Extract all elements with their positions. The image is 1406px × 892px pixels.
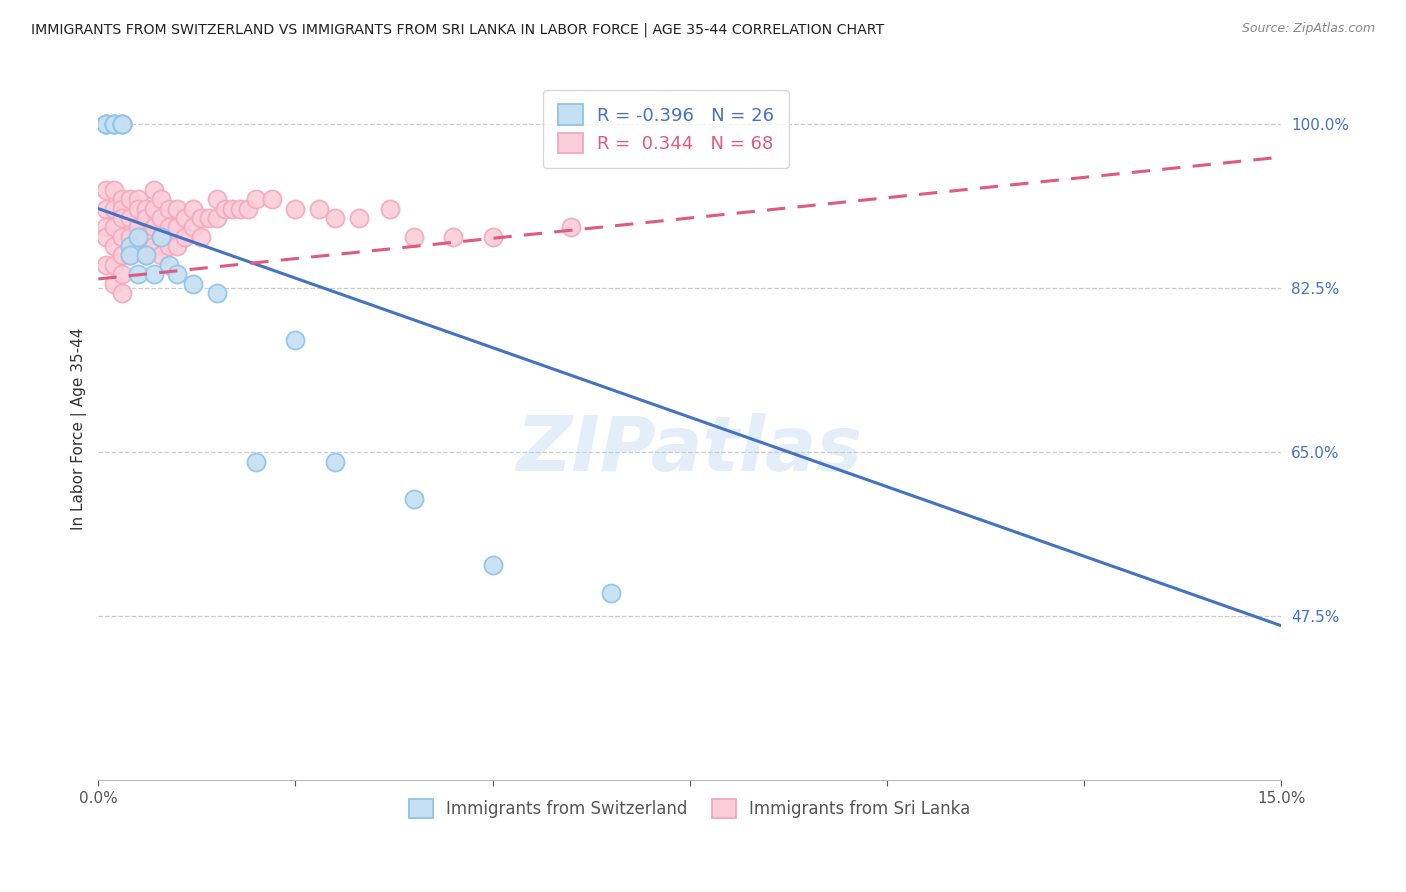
Point xyxy=(441,229,464,244)
Point xyxy=(111,267,134,281)
Point xyxy=(308,202,330,216)
Point xyxy=(166,239,188,253)
Point xyxy=(245,192,267,206)
Point xyxy=(103,183,125,197)
Point xyxy=(481,229,503,244)
Point xyxy=(150,248,173,262)
Legend: Immigrants from Switzerland, Immigrants from Sri Lanka: Immigrants from Switzerland, Immigrants … xyxy=(402,792,977,825)
Point xyxy=(142,183,165,197)
Point xyxy=(96,220,118,235)
Point xyxy=(103,277,125,291)
Point xyxy=(150,229,173,244)
Point xyxy=(284,333,307,347)
Y-axis label: In Labor Force | Age 35-44: In Labor Force | Age 35-44 xyxy=(72,327,87,530)
Point xyxy=(166,202,188,216)
Point xyxy=(181,277,204,291)
Point xyxy=(118,229,141,244)
Point xyxy=(260,192,283,206)
Point xyxy=(560,220,582,235)
Point xyxy=(111,202,134,216)
Point xyxy=(127,239,149,253)
Point xyxy=(96,117,118,131)
Point xyxy=(118,248,141,262)
Point xyxy=(205,211,228,225)
Point xyxy=(135,202,157,216)
Point xyxy=(111,117,134,131)
Point xyxy=(142,267,165,281)
Point xyxy=(174,211,197,225)
Text: Source: ZipAtlas.com: Source: ZipAtlas.com xyxy=(1241,22,1375,36)
Point xyxy=(135,211,157,225)
Point xyxy=(181,202,204,216)
Point xyxy=(205,285,228,300)
Point xyxy=(284,202,307,216)
Point xyxy=(118,239,141,253)
Point xyxy=(142,239,165,253)
Point xyxy=(599,586,621,600)
Point xyxy=(166,220,188,235)
Point xyxy=(481,558,503,572)
Point xyxy=(96,117,118,131)
Point xyxy=(103,220,125,235)
Point xyxy=(127,267,149,281)
Point xyxy=(127,220,149,235)
Point xyxy=(111,229,134,244)
Point xyxy=(111,117,134,131)
Point xyxy=(150,192,173,206)
Point xyxy=(111,285,134,300)
Point xyxy=(103,117,125,131)
Point xyxy=(142,202,165,216)
Point xyxy=(150,211,173,225)
Point xyxy=(103,202,125,216)
Point xyxy=(214,202,236,216)
Point xyxy=(96,183,118,197)
Point xyxy=(205,192,228,206)
Point xyxy=(127,192,149,206)
Point xyxy=(402,492,425,507)
Point xyxy=(127,229,149,244)
Point xyxy=(135,248,157,262)
Point xyxy=(103,239,125,253)
Point xyxy=(118,248,141,262)
Point xyxy=(135,229,157,244)
Point xyxy=(111,211,134,225)
Point xyxy=(135,248,157,262)
Point xyxy=(221,202,243,216)
Point xyxy=(111,248,134,262)
Point xyxy=(402,229,425,244)
Point xyxy=(229,202,252,216)
Point xyxy=(323,211,346,225)
Point xyxy=(157,202,180,216)
Point xyxy=(181,220,204,235)
Point xyxy=(190,211,212,225)
Point xyxy=(103,117,125,131)
Point xyxy=(127,202,149,216)
Point xyxy=(142,220,165,235)
Point xyxy=(111,192,134,206)
Point xyxy=(103,258,125,272)
Point xyxy=(111,117,134,131)
Point xyxy=(96,229,118,244)
Point xyxy=(157,258,180,272)
Point xyxy=(118,192,141,206)
Point xyxy=(166,267,188,281)
Point xyxy=(245,455,267,469)
Point xyxy=(96,202,118,216)
Text: IMMIGRANTS FROM SWITZERLAND VS IMMIGRANTS FROM SRI LANKA IN LABOR FORCE | AGE 35: IMMIGRANTS FROM SWITZERLAND VS IMMIGRANT… xyxy=(31,22,884,37)
Point xyxy=(150,229,173,244)
Point xyxy=(118,211,141,225)
Point xyxy=(96,258,118,272)
Point xyxy=(323,455,346,469)
Point xyxy=(190,229,212,244)
Point xyxy=(238,202,260,216)
Point xyxy=(347,211,370,225)
Point xyxy=(103,117,125,131)
Point xyxy=(174,229,197,244)
Point xyxy=(197,211,219,225)
Text: ZIPatlas: ZIPatlas xyxy=(517,413,863,487)
Point xyxy=(378,202,401,216)
Point xyxy=(157,220,180,235)
Point xyxy=(96,117,118,131)
Point xyxy=(157,239,180,253)
